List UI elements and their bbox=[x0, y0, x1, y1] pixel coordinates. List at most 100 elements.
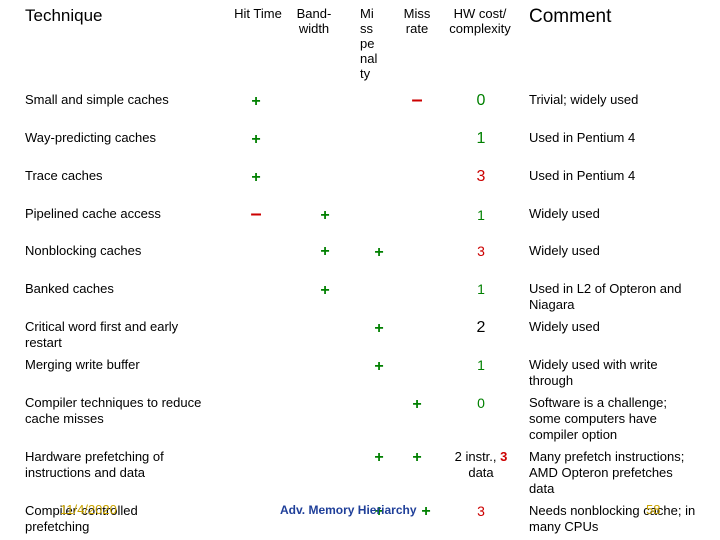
row-10-miss-rate-mark: + bbox=[412, 449, 422, 466]
row-5-technique-line-1: Nonblocking caches bbox=[25, 243, 142, 258]
row-9-technique: Compiler techniques to reduce cache miss… bbox=[25, 395, 230, 427]
row-8-technique: Merging write buffer bbox=[25, 357, 230, 373]
row-9-comment: Software is a challenge; some computers … bbox=[529, 395, 715, 443]
row-8-cost: 1 bbox=[477, 357, 485, 373]
header-miss-penalty-line-5: ty bbox=[360, 66, 371, 81]
row-11-comment: Needs nonblocking cache; in many CPUs bbox=[529, 503, 715, 535]
row-10-cost: 2 instr., 3 data bbox=[442, 449, 520, 481]
header-comment: Comment bbox=[529, 6, 612, 27]
row-4-technique-line-1: Pipelined cache access bbox=[25, 206, 161, 221]
header-miss-penalty-line-1: Mi bbox=[360, 6, 374, 21]
row-4-cost: 1 bbox=[477, 207, 485, 223]
row-4-hit-time-mark: – bbox=[250, 203, 262, 225]
row-8-comment-line-2: through bbox=[529, 373, 574, 388]
row-6-comment-line-2: Niagara bbox=[529, 297, 575, 312]
row-7-technique-line-2: restart bbox=[25, 335, 62, 350]
row-6-comment: Used in L2 of Opteron and Niagara bbox=[529, 281, 715, 313]
row-6-technique: Banked caches bbox=[25, 281, 230, 297]
row-1-comment: Trivial; widely used bbox=[529, 92, 715, 108]
header-miss-rate: Miss rate bbox=[396, 6, 438, 36]
footer-date: 11/4/2020 bbox=[60, 502, 117, 517]
row-11-comment-line-1: Needs nonblocking cache; in bbox=[529, 503, 696, 518]
header-technique: Technique bbox=[25, 6, 103, 25]
footer-title: Adv. Memory Hieriarchy bbox=[280, 503, 417, 517]
row-10-cost-accent: 3 bbox=[500, 449, 508, 464]
row-9-miss-rate-mark: + bbox=[412, 396, 422, 413]
row-1-cost: 0 bbox=[476, 92, 486, 109]
row-2-cost: 1 bbox=[476, 130, 486, 147]
row-3-cost: 3 bbox=[476, 168, 486, 185]
row-10-cost-line-2: data bbox=[468, 465, 494, 480]
row-10-technique-line-2: instructions and data bbox=[25, 465, 145, 480]
row-4-comment: Widely used bbox=[529, 206, 715, 222]
row-4-comment-line-1: Widely used bbox=[529, 206, 600, 221]
row-6-bandwidth-mark: + bbox=[320, 282, 330, 299]
row-8-comment: Widely used with write through bbox=[529, 357, 715, 389]
header-hit-time: Hit Time bbox=[234, 6, 282, 21]
header-bandwidth-line-1: Band- bbox=[296, 6, 332, 21]
row-7-miss-penalty-mark: + bbox=[374, 320, 384, 337]
header-miss-penalty: Mi ss pe nal ty bbox=[360, 6, 390, 81]
row-10-technique-line-1: Hardware prefetching of bbox=[25, 449, 164, 464]
row-7-comment-line-1: Widely used bbox=[529, 319, 600, 334]
row-7-technique: Critical word first and early restart bbox=[25, 319, 230, 351]
header-bandwidth: Band- width bbox=[288, 6, 340, 36]
row-9-technique-line-1: Compiler techniques to reduce bbox=[25, 395, 202, 410]
row-1-hit-time-mark: + bbox=[251, 93, 261, 110]
row-3-technique: Trace caches bbox=[25, 168, 230, 184]
row-11-miss-penalty-mark: + bbox=[374, 503, 384, 520]
row-6-comment-line-1: Used in L2 of Opteron and bbox=[529, 281, 682, 296]
row-9-comment-line-2: some computers have bbox=[529, 411, 657, 426]
row-2-technique-line-1: Way-predicting caches bbox=[25, 130, 157, 145]
row-11-comment-line-2: many CPUs bbox=[529, 519, 599, 534]
row-5-cost: 3 bbox=[477, 243, 485, 259]
row-2-comment-line-1: Used in Pentium 4 bbox=[529, 130, 636, 145]
row-10-comment-line-2: AMD Opteron prefetches bbox=[529, 465, 673, 480]
row-8-miss-penalty-mark: + bbox=[374, 358, 384, 375]
row-1-miss-rate-mark: – bbox=[411, 89, 423, 111]
row-2-hit-time-mark: + bbox=[251, 131, 261, 148]
row-5-miss-penalty-mark: + bbox=[374, 244, 384, 261]
row-5-bandwidth-mark: + bbox=[320, 243, 330, 260]
row-11-miss-rate-mark: + bbox=[421, 503, 431, 520]
row-10-cost-instr: 2 instr., bbox=[454, 449, 501, 464]
header-hw-cost-line-1: HW cost/ bbox=[453, 6, 507, 21]
row-7-comment: Widely used bbox=[529, 319, 715, 335]
row-2-comment: Used in Pentium 4 bbox=[529, 130, 715, 146]
header-miss-penalty-line-2: ss bbox=[360, 21, 373, 36]
header-bandwidth-line-2: width bbox=[298, 21, 330, 36]
row-7-technique-line-1: Critical word first and early bbox=[25, 319, 179, 334]
row-10-comment: Many prefetch instructions; AMD Opteron … bbox=[529, 449, 715, 497]
row-5-technique: Nonblocking caches bbox=[25, 243, 230, 259]
header-hw-cost: HW cost/ complexity bbox=[441, 6, 519, 36]
row-3-technique-line-1: Trace caches bbox=[25, 168, 103, 183]
row-7-cost: 2 bbox=[476, 319, 486, 336]
row-9-comment-line-3: compiler option bbox=[529, 427, 618, 442]
row-4-bandwidth-mark: + bbox=[320, 207, 330, 224]
row-3-comment-line-1: Used in Pentium 4 bbox=[529, 168, 636, 183]
header-miss-rate-line-1: Miss bbox=[403, 6, 431, 21]
row-3-comment: Used in Pentium 4 bbox=[529, 168, 715, 184]
row-5-comment-line-1: Widely used bbox=[529, 243, 600, 258]
row-1-comment-line-1: Trivial; widely used bbox=[529, 92, 639, 107]
row-11-technique: Compiler-controlled prefetching bbox=[25, 503, 230, 535]
row-1-technique: Small and simple caches bbox=[25, 92, 230, 108]
header-hw-cost-line-2: complexity bbox=[449, 21, 511, 36]
row-9-comment-line-1: Software is a challenge; bbox=[529, 395, 668, 410]
row-11-cost: 3 bbox=[477, 503, 485, 519]
row-8-comment-line-1: Widely used with write bbox=[529, 357, 658, 372]
row-1-technique-line-1: Small and simple caches bbox=[25, 92, 169, 107]
row-11-technique-line-2: prefetching bbox=[25, 519, 90, 534]
row-9-cost: 0 bbox=[477, 395, 485, 411]
header-miss-penalty-line-4: nal bbox=[360, 51, 378, 66]
row-6-cost: 1 bbox=[477, 281, 485, 297]
row-11-technique-line-1: Compiler-controlled bbox=[25, 503, 138, 518]
row-10-cost-line-1: 2 instr., 3 bbox=[442, 449, 520, 465]
row-10-technique: Hardware prefetching of instructions and… bbox=[25, 449, 230, 481]
header-miss-rate-line-2: rate bbox=[405, 21, 429, 36]
row-3-hit-time-mark: + bbox=[251, 169, 261, 186]
row-8-technique-line-1: Merging write buffer bbox=[25, 357, 140, 372]
footer-page-number: 58 bbox=[646, 502, 661, 517]
row-10-miss-penalty-mark: + bbox=[374, 449, 384, 466]
row-5-comment: Widely used bbox=[529, 243, 715, 259]
